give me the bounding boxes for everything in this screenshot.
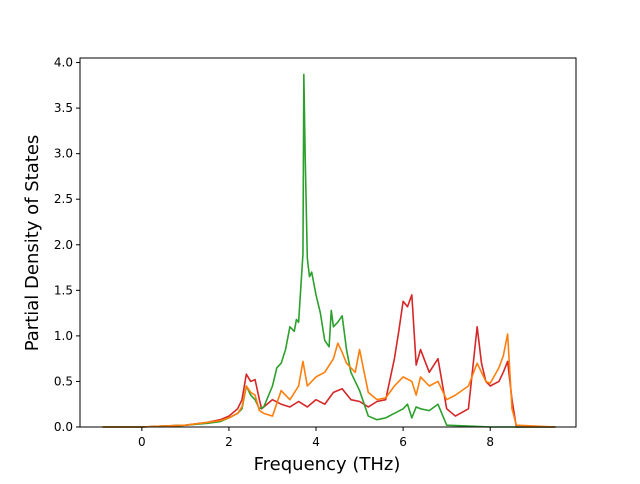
y-axis-label: Partial Density of States (22, 135, 43, 352)
y-tick-label: 3.5 (54, 101, 73, 115)
x-tick-label: 2 (225, 435, 233, 449)
y-tick-label: 3.0 (54, 147, 73, 161)
series-layer (102, 73, 556, 428)
x-tick-label: 0 (138, 435, 146, 449)
y-tick-label: 0.5 (54, 374, 73, 388)
series-line-2 (102, 73, 556, 428)
y-tick-label: 2.0 (54, 238, 73, 252)
x-axis: 0 2 4 6 8 (138, 427, 494, 449)
plot-frame (79, 57, 577, 428)
x-axis-label: Frequency (THz) (254, 454, 401, 475)
y-tick-label: 0.0 (54, 420, 73, 434)
y-tick-label: 2.5 (54, 192, 73, 206)
y-axis: 0.0 0.5 1.0 1.5 2.0 2.5 3.0 3.5 4.0 (54, 56, 80, 434)
x-tick-label: 4 (312, 435, 320, 449)
series-line-3 (102, 333, 556, 428)
y-tick-label: 1.5 (54, 283, 73, 297)
y-tick-label: 4.0 (54, 56, 73, 70)
x-tick-label: 6 (399, 435, 407, 449)
y-tick-label: 1.0 (54, 329, 73, 343)
series-line-1 (102, 294, 556, 428)
x-tick-label: 8 (486, 435, 494, 449)
